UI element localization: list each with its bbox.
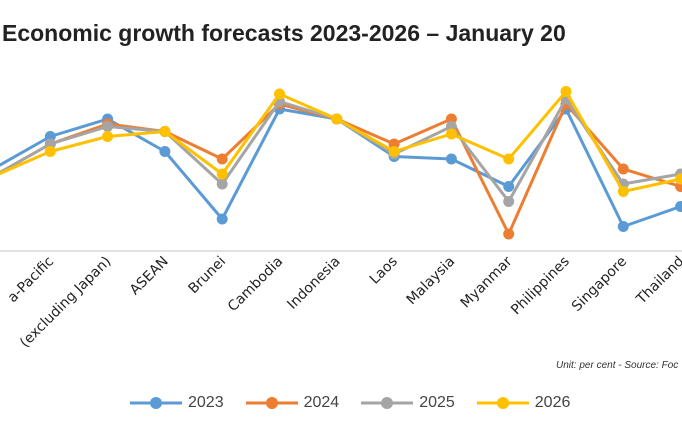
data-point-2026 [675,173,682,185]
x-tick-label: Brunei [185,254,229,298]
x-tick-label: Cambodia [225,254,286,315]
x-tick-label: Indonesia [284,254,343,313]
data-point-2024 [617,163,629,175]
data-point-2026 [274,88,285,100]
legend-marker-icon [361,397,414,409]
x-tick-label: ASEAN [127,254,172,299]
chart-title: Economic growth forecasts 2023-2026 – Ja… [2,20,566,46]
legend-item-2025: 2025 [361,394,455,412]
data-point-2024 [503,228,515,240]
legend-label: 2026 [534,394,571,411]
data-point-2026 [44,146,56,157]
data-point-2023 [445,153,457,165]
source-note: Unit: per cent - Source: Foc [556,360,679,371]
series-line-2026 [0,90,681,193]
data-point-2025 [102,121,114,132]
legend-marker-icon [245,397,298,409]
x-tick-label: Singapore [569,254,630,315]
legend-label: 2025 [419,394,455,411]
legend: 2023 2024 2025 2026 [130,394,570,412]
x-tick-label: Malaysia [404,254,459,309]
data-point-2026 [560,86,572,97]
data-point-2026 [159,126,171,137]
data-point-2026 [617,186,629,197]
x-tick-label: Laos [367,254,401,288]
data-point-2023 [159,146,171,157]
x-tick-label: Philippines [508,254,573,319]
data-point-2023 [503,181,515,192]
x-tick-label: Thailand [633,254,682,309]
data-point-2026 [216,168,228,180]
data-point-2024 [216,153,228,165]
data-point-2026 [388,146,400,157]
series-line-2024 [0,102,682,236]
legend-label: 2024 [303,394,340,411]
legend-item-2023: 2023 [130,394,224,412]
data-point-2025 [216,178,228,190]
legend-marker-icon [130,397,182,409]
data-point-2023 [617,221,629,232]
data-point-2026 [102,131,114,142]
legend-marker-icon [476,397,529,409]
legend-item-2026: 2026 [476,394,571,412]
data-point-2023 [675,201,682,212]
legend-item-2024: 2024 [245,394,340,412]
data-point-2026 [503,153,515,165]
x-tick-label: Myanmar [458,253,516,311]
data-point-2026 [331,113,343,125]
x-tick-label: a-Pacific [5,254,57,306]
legend-label: 2023 [188,394,224,411]
data-point-2026 [445,128,457,140]
data-point-2025 [503,196,515,207]
data-point-2023 [216,213,228,225]
